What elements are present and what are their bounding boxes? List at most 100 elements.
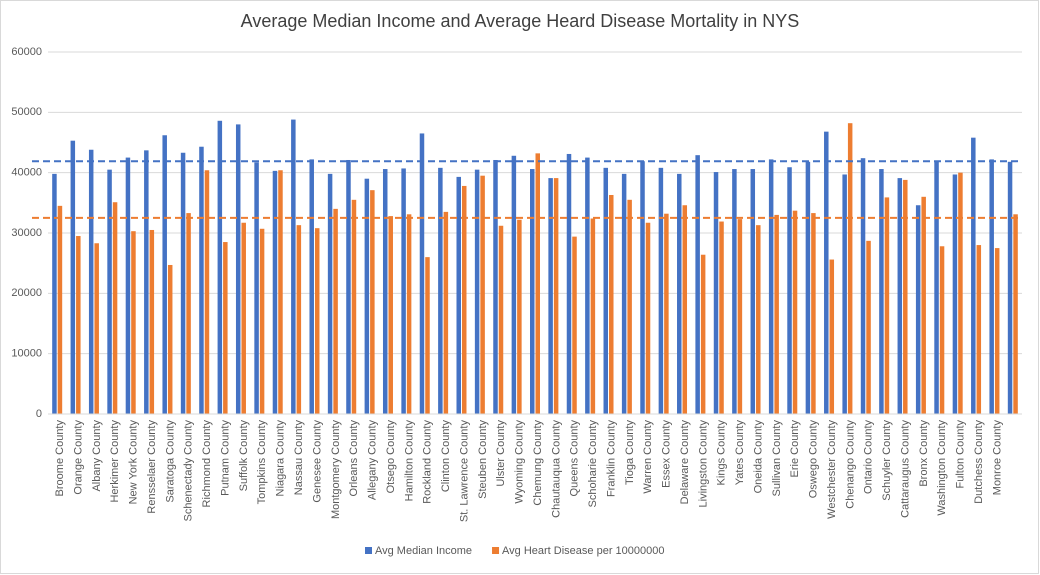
bar xyxy=(223,242,228,414)
x-tick-label: Erie County xyxy=(789,420,801,478)
bar xyxy=(70,140,76,414)
x-tick-label: Rensselaer County xyxy=(146,420,158,514)
bar xyxy=(677,173,682,414)
x-tick-label: Niagara County xyxy=(275,420,287,497)
bar xyxy=(406,214,412,414)
legend-label: Avg Heart Disease per 10000000 xyxy=(502,545,664,557)
x-tick-label: Bronx County xyxy=(918,420,930,487)
bar xyxy=(553,178,559,414)
bar xyxy=(401,168,406,414)
bar xyxy=(94,243,99,414)
bar xyxy=(278,170,283,414)
bar xyxy=(585,157,590,415)
x-tick-label: Monroe County xyxy=(991,420,1003,496)
bar xyxy=(939,246,945,414)
bar xyxy=(976,245,982,414)
bar xyxy=(915,205,921,414)
x-tick-label: Otsego County xyxy=(385,420,397,494)
bar xyxy=(640,161,645,414)
bar xyxy=(511,155,517,415)
x-tick-label: Broome County xyxy=(54,420,66,497)
bar xyxy=(590,218,596,414)
x-tick-label: Tioga County xyxy=(624,420,636,486)
bar xyxy=(866,240,871,414)
bar xyxy=(254,162,259,414)
x-tick-label: Schenectady County xyxy=(183,420,195,522)
x-tick-label: Putnam County xyxy=(219,420,231,496)
x-tick-label: Yates County xyxy=(734,420,746,486)
bar xyxy=(296,225,302,414)
x-tick-label: Sullivan County xyxy=(771,420,783,497)
x-tick-label: Washington County xyxy=(936,420,948,516)
bar xyxy=(971,137,976,414)
x-tick-label: Delaware County xyxy=(679,420,691,505)
x-tick-label: Oneida County xyxy=(752,420,764,494)
bar xyxy=(572,236,577,414)
bar xyxy=(107,169,112,414)
bar xyxy=(461,185,467,414)
bar xyxy=(842,174,847,414)
x-tick-label: Nassau County xyxy=(293,420,305,496)
bar xyxy=(664,213,669,414)
legend-swatch xyxy=(365,547,372,554)
bar xyxy=(57,205,63,414)
x-tick-label: Albany County xyxy=(91,420,103,492)
y-tick-label: 20000 xyxy=(11,287,42,299)
x-tick-label: Kings County xyxy=(716,420,728,486)
y-tick-label: 0 xyxy=(36,408,42,420)
bar xyxy=(443,211,449,414)
bar xyxy=(125,157,131,415)
bar xyxy=(737,219,743,414)
bar xyxy=(259,228,265,414)
bar xyxy=(824,131,829,414)
bar xyxy=(162,135,167,414)
bar xyxy=(535,153,540,415)
bar xyxy=(603,167,609,414)
bar xyxy=(241,222,246,414)
x-tick-label: Orleans County xyxy=(348,420,360,497)
bar xyxy=(530,169,535,414)
bar xyxy=(805,161,811,414)
bar xyxy=(811,213,816,414)
bar xyxy=(994,248,1000,414)
bar xyxy=(989,159,994,414)
bar xyxy=(695,155,700,415)
bar xyxy=(235,124,241,415)
bar xyxy=(314,228,320,414)
bar xyxy=(787,167,792,414)
bar xyxy=(682,205,688,414)
bar xyxy=(774,214,779,414)
y-tick-label: 50000 xyxy=(11,106,42,118)
bar xyxy=(272,170,278,414)
x-tick-label: Hamilton County xyxy=(403,420,415,502)
x-tick-label: Schuyler County xyxy=(881,420,893,501)
y-tick-label: 40000 xyxy=(11,167,42,179)
x-tick-label: Saratoga County xyxy=(164,420,176,503)
bar xyxy=(327,173,333,414)
bar xyxy=(732,169,737,414)
bar xyxy=(291,119,296,414)
bar xyxy=(364,178,370,414)
x-tick-label: Orange County xyxy=(72,420,84,495)
x-tick-label: Wyoming County xyxy=(514,420,526,504)
bar xyxy=(382,169,388,414)
bar xyxy=(217,120,223,414)
bar xyxy=(879,169,884,414)
bar xyxy=(419,133,425,414)
bar xyxy=(621,173,627,414)
bar xyxy=(76,236,81,414)
bar xyxy=(333,208,338,414)
legend-label: Avg Median Income xyxy=(375,545,472,557)
x-tick-label: Chautauqua County xyxy=(550,420,562,518)
bar xyxy=(149,229,155,414)
x-tick-label: Oswego County xyxy=(808,420,820,499)
bar xyxy=(860,158,866,414)
bar xyxy=(645,222,651,414)
bar xyxy=(1013,214,1018,414)
bar xyxy=(658,167,664,414)
bar xyxy=(351,199,357,414)
x-tick-label: Montgomery County xyxy=(330,420,342,520)
bar xyxy=(609,194,614,414)
bar xyxy=(167,264,173,414)
